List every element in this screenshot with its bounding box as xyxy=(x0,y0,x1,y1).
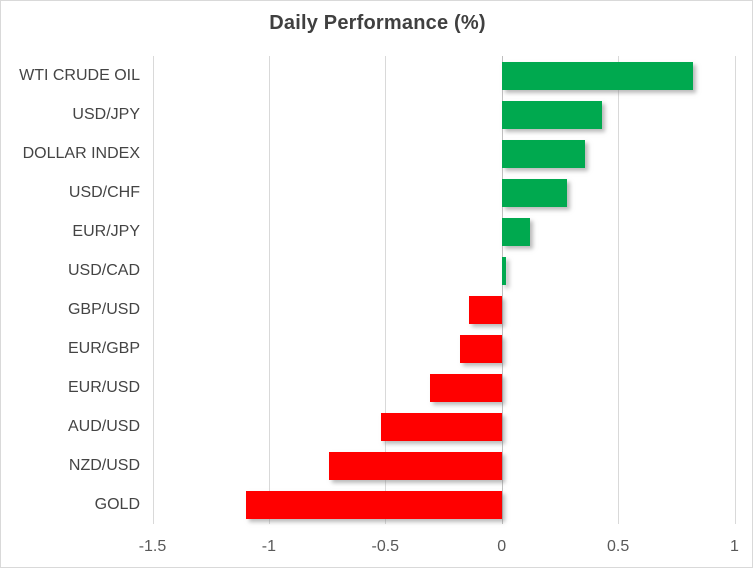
bar-eur-gbp xyxy=(459,334,502,363)
bar-wti-crude-oil xyxy=(501,61,693,90)
category-label: GOLD xyxy=(94,496,140,513)
bar-nzd-usd xyxy=(329,451,502,480)
x-axis-tick-label: -1 xyxy=(261,538,276,555)
category-label: GBP/USD xyxy=(67,301,140,318)
x-axis-tick-label: 1 xyxy=(730,538,739,555)
bar-aud-usd xyxy=(380,412,502,441)
gridline xyxy=(618,56,620,524)
gridline xyxy=(385,56,387,524)
bar-usd-cad xyxy=(501,256,507,285)
bar-usd-chf xyxy=(501,178,567,207)
category-label: AUD/USD xyxy=(67,418,140,435)
category-label: DOLLAR INDEX xyxy=(22,145,140,162)
category-label: WTI CRUDE OIL xyxy=(19,67,140,84)
x-axis-tick-label: 0 xyxy=(497,538,507,555)
category-label: EUR/GBP xyxy=(67,340,140,357)
x-axis-tick-label: 0.5 xyxy=(606,538,630,555)
bar-gbp-usd xyxy=(469,295,502,324)
category-label: USD/CHF xyxy=(68,184,140,201)
category-label: USD/JPY xyxy=(72,106,140,123)
gridline xyxy=(152,56,154,524)
bar-usd-jpy xyxy=(501,100,602,129)
bar-dollar-index xyxy=(501,139,586,168)
bar-eur-jpy xyxy=(501,217,530,246)
category-label: EUR/JPY xyxy=(72,223,140,240)
category-label: USD/CAD xyxy=(67,262,140,279)
gridline xyxy=(734,56,736,524)
x-axis-tick-label: -1.5 xyxy=(138,538,167,555)
bar-eur-usd xyxy=(429,373,502,402)
category-label: EUR/USD xyxy=(67,379,140,396)
chart-title: Daily Performance (%) xyxy=(269,12,486,34)
bar-gold xyxy=(245,490,502,519)
zero-axis-line xyxy=(501,56,503,524)
gridline xyxy=(268,56,270,524)
category-label: NZD/USD xyxy=(68,457,140,474)
x-axis-tick-label: -0.5 xyxy=(371,538,400,555)
